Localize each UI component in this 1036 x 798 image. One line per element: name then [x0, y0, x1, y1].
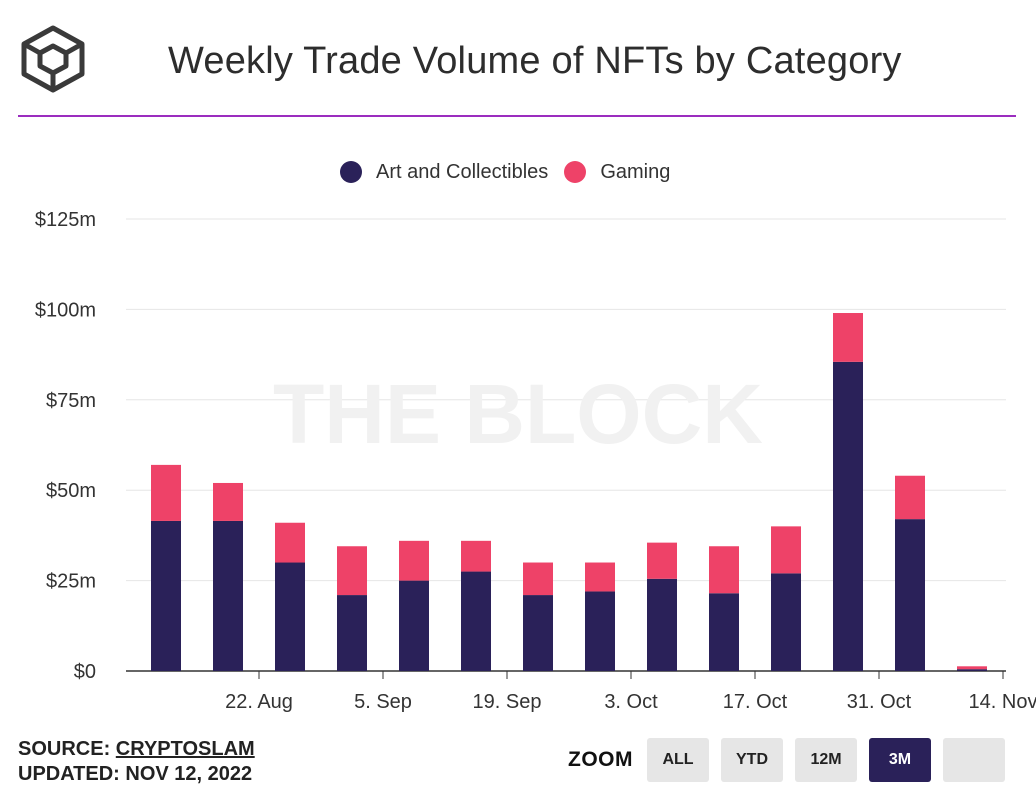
page-title: Weekly Trade Volume of NFTs by Category — [168, 40, 902, 82]
y-tick-label: $25m — [46, 571, 96, 593]
bar-gaming-4[interactable] — [399, 540, 429, 581]
source-label: SOURCE: — [18, 738, 111, 760]
bar-gaming-6[interactable] — [523, 562, 553, 596]
x-tick-label: 5. Sep — [354, 691, 412, 713]
bar-art-12[interactable] — [895, 519, 925, 671]
legend-item-art[interactable]: Art and Collectibles — [340, 161, 548, 184]
bar-art-13[interactable] — [957, 669, 987, 671]
zoom-label: ZOOM — [568, 748, 633, 771]
zoom-3m-button[interactable]: 3M — [869, 738, 931, 782]
source-link[interactable]: CRYPTOSLAM — [115, 738, 255, 760]
bar-art-4[interactable] — [399, 580, 429, 671]
x-tick-label: 22. Aug — [225, 691, 293, 713]
x-tick-label: 31. Oct — [847, 691, 912, 713]
bar-gaming-3[interactable] — [337, 546, 367, 596]
y-tick-label: $0 — [74, 661, 96, 683]
bar-art-2[interactable] — [275, 562, 305, 671]
x-tick-label: 17. Oct — [723, 691, 788, 713]
y-tick-label: $100m — [35, 299, 96, 321]
the-block-logo-icon — [21, 25, 85, 93]
bar-gaming-9[interactable] — [709, 546, 739, 594]
bar-art-10[interactable] — [771, 573, 801, 671]
y-tick-label: $75m — [46, 390, 96, 412]
x-tick-label: 3. Oct — [604, 691, 658, 713]
bar-art-1[interactable] — [213, 520, 243, 671]
bar-art-11[interactable] — [833, 361, 863, 671]
zoom-ytd-button[interactable]: YTD — [721, 738, 783, 782]
bar-gaming-8[interactable] — [647, 542, 677, 579]
bar-gaming-13[interactable] — [957, 666, 987, 670]
bar-art-8[interactable] — [647, 578, 677, 671]
legend-label-art: Art and Collectibles — [376, 160, 549, 183]
bar-art-7[interactable] — [585, 591, 615, 671]
legend-swatch-art — [340, 161, 362, 183]
chart-legend: Art and Collectibles Gaming — [340, 158, 686, 186]
source-info: SOURCE: CRYPTOSLAM UPDATED: NOV 12, 2022 — [18, 737, 255, 787]
watermark: THE BLOCK — [273, 367, 763, 461]
bar-gaming-0[interactable] — [151, 464, 181, 521]
bar-gaming-5[interactable] — [461, 540, 491, 572]
zoom-extra-button[interactable] — [943, 738, 1005, 782]
zoom-controls: ZOOM ALL YTD 12M 3M — [568, 738, 1017, 782]
zoom-all-button[interactable]: ALL — [647, 738, 709, 782]
bar-gaming-11[interactable] — [833, 313, 863, 362]
bar-art-0[interactable] — [151, 520, 181, 671]
x-tick-label: 14. Nov — [969, 691, 1036, 713]
bar-gaming-7[interactable] — [585, 562, 615, 592]
y-tick-label: $50m — [46, 480, 96, 502]
bar-art-5[interactable] — [461, 571, 491, 671]
y-tick-label: $125m — [35, 209, 96, 231]
legend-item-gaming[interactable]: Gaming — [564, 161, 670, 184]
header: Weekly Trade Volume of NFTs by Category — [0, 0, 1036, 118]
updated-date: UPDATED: NOV 12, 2022 — [18, 763, 253, 785]
bar-art-3[interactable] — [337, 595, 367, 671]
bar-chart: THE BLOCK $0 $25m $50m $75m $100m $125m 22. Au… — [35, 209, 1036, 713]
legend-swatch-gaming — [564, 161, 587, 183]
bar-gaming-2[interactable] — [275, 522, 305, 563]
bar-gaming-1[interactable] — [213, 482, 243, 521]
bar-art-6[interactable] — [523, 595, 553, 671]
bar-art-9[interactable] — [709, 593, 739, 671]
x-tick-label: 19. Sep — [473, 691, 542, 713]
bar-gaming-10[interactable] — [771, 526, 801, 574]
bar-gaming-12[interactable] — [895, 475, 925, 520]
legend-label-gaming: Gaming — [600, 160, 671, 183]
zoom-12m-button[interactable]: 12M — [795, 738, 857, 782]
header-divider — [18, 115, 1016, 117]
